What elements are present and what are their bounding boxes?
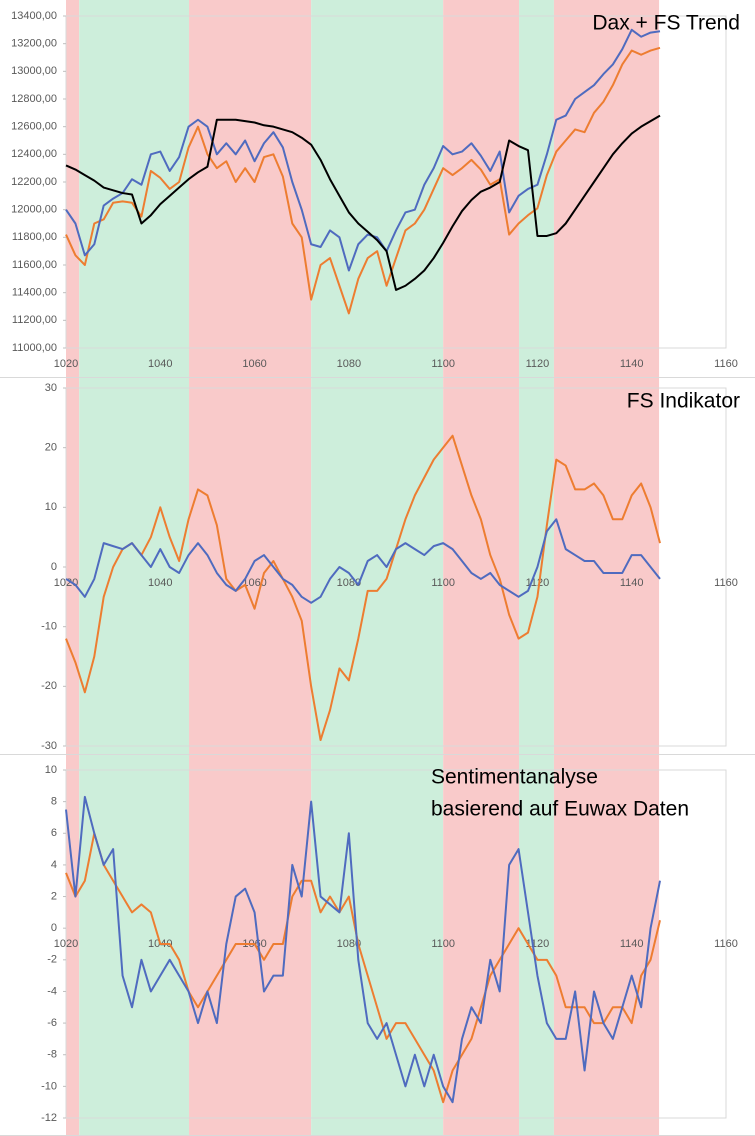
- x-tick-label: 1140: [620, 577, 644, 589]
- x-tick-label: 1020: [54, 577, 78, 589]
- chart-title: basierend auf Euwax Daten: [431, 798, 689, 821]
- chart-title: FS Indikator: [627, 390, 740, 413]
- x-tick-label: 1140: [620, 938, 644, 950]
- regime-band: [189, 755, 312, 1136]
- x-tick-label: 1160: [714, 577, 738, 589]
- y-tick-label: 11800,00: [12, 231, 57, 243]
- regime-band: [311, 755, 444, 1136]
- x-tick-label: 1100: [431, 938, 455, 950]
- regime-band: [189, 0, 312, 378]
- regime-band: [553, 378, 660, 755]
- x-tick-label: 1080: [337, 358, 361, 370]
- regime-band: [553, 0, 660, 378]
- regime-band: [66, 378, 80, 755]
- regime-band: [443, 378, 520, 755]
- x-tick-label: 1160: [714, 938, 738, 950]
- regime-band: [311, 378, 444, 755]
- y-tick-label: 12200,00: [11, 176, 57, 188]
- series-line: [65, 518, 661, 604]
- regime-band: [443, 0, 520, 378]
- y-tick-label: 30: [45, 382, 57, 394]
- regime-band: [443, 755, 520, 1136]
- y-tick-label: -8: [47, 1049, 57, 1061]
- y-tick-label: 13200,00: [11, 38, 57, 50]
- x-tick-label: 1040: [148, 358, 172, 370]
- y-tick-label: -10: [41, 621, 57, 633]
- regime-band: [553, 755, 660, 1136]
- x-tick-label: 1140: [620, 358, 644, 370]
- y-tick-label: 8: [51, 796, 57, 808]
- y-tick-label: 10: [45, 764, 57, 776]
- y-tick-label: -4: [47, 985, 57, 997]
- y-tick-label: 11600,00: [12, 259, 57, 271]
- regime-band: [519, 378, 554, 755]
- x-tick-label: 1060: [242, 358, 266, 370]
- y-tick-label: 12000,00: [11, 204, 57, 216]
- y-tick-label: 20: [45, 442, 57, 454]
- y-tick-label: 0: [51, 922, 57, 934]
- regime-band: [311, 0, 444, 378]
- y-tick-label: -6: [47, 1017, 57, 1029]
- regime-band: [519, 755, 554, 1136]
- regime-band: [66, 0, 80, 378]
- regime-band: [189, 378, 312, 755]
- y-tick-label: 6: [51, 827, 57, 839]
- y-tick-label: -30: [41, 740, 57, 752]
- x-tick-label: 1080: [337, 938, 361, 950]
- y-tick-label: 2: [51, 890, 57, 902]
- y-tick-label: -20: [41, 680, 57, 692]
- y-tick-label: -2: [47, 954, 57, 966]
- chart-title: Sentimentanalyse: [431, 766, 598, 789]
- series-line: [65, 795, 661, 1104]
- x-tick-label: 1020: [54, 938, 78, 950]
- y-tick-label: 4: [51, 859, 57, 871]
- y-tick-label: -10: [41, 1080, 57, 1092]
- y-tick-label: 11000,00: [12, 342, 57, 354]
- regime-band: [79, 0, 190, 378]
- x-tick-label: 1020: [54, 358, 78, 370]
- y-tick-label: 10: [45, 501, 57, 513]
- chart-title: Dax + FS Trend: [592, 12, 740, 35]
- series-line: [65, 434, 661, 742]
- x-tick-label: 1100: [431, 358, 455, 370]
- series-line: [65, 832, 661, 1104]
- regime-band: [79, 755, 190, 1136]
- series-line: [65, 28, 661, 272]
- y-tick-label: 11200,00: [12, 314, 57, 326]
- x-tick-label: 1120: [526, 358, 550, 370]
- regime-band: [79, 378, 190, 755]
- x-tick-label: 1040: [148, 577, 172, 589]
- y-tick-label: 11400,00: [12, 287, 57, 299]
- y-tick-label: -12: [41, 1112, 57, 1124]
- y-tick-label: 12400,00: [11, 148, 57, 160]
- y-tick-label: 13000,00: [11, 65, 57, 77]
- y-tick-label: 12800,00: [11, 93, 57, 105]
- series-line: [65, 114, 661, 291]
- series-line: [65, 46, 661, 315]
- regime-band: [519, 0, 554, 378]
- plot-border: [65, 769, 727, 1119]
- y-tick-label: 0: [51, 561, 57, 573]
- y-tick-label: 13400,00: [11, 10, 57, 22]
- x-tick-label: 1160: [714, 358, 738, 370]
- y-tick-label: 12600,00: [11, 121, 57, 133]
- x-tick-label: 1100: [431, 577, 455, 589]
- regime-band: [66, 755, 80, 1136]
